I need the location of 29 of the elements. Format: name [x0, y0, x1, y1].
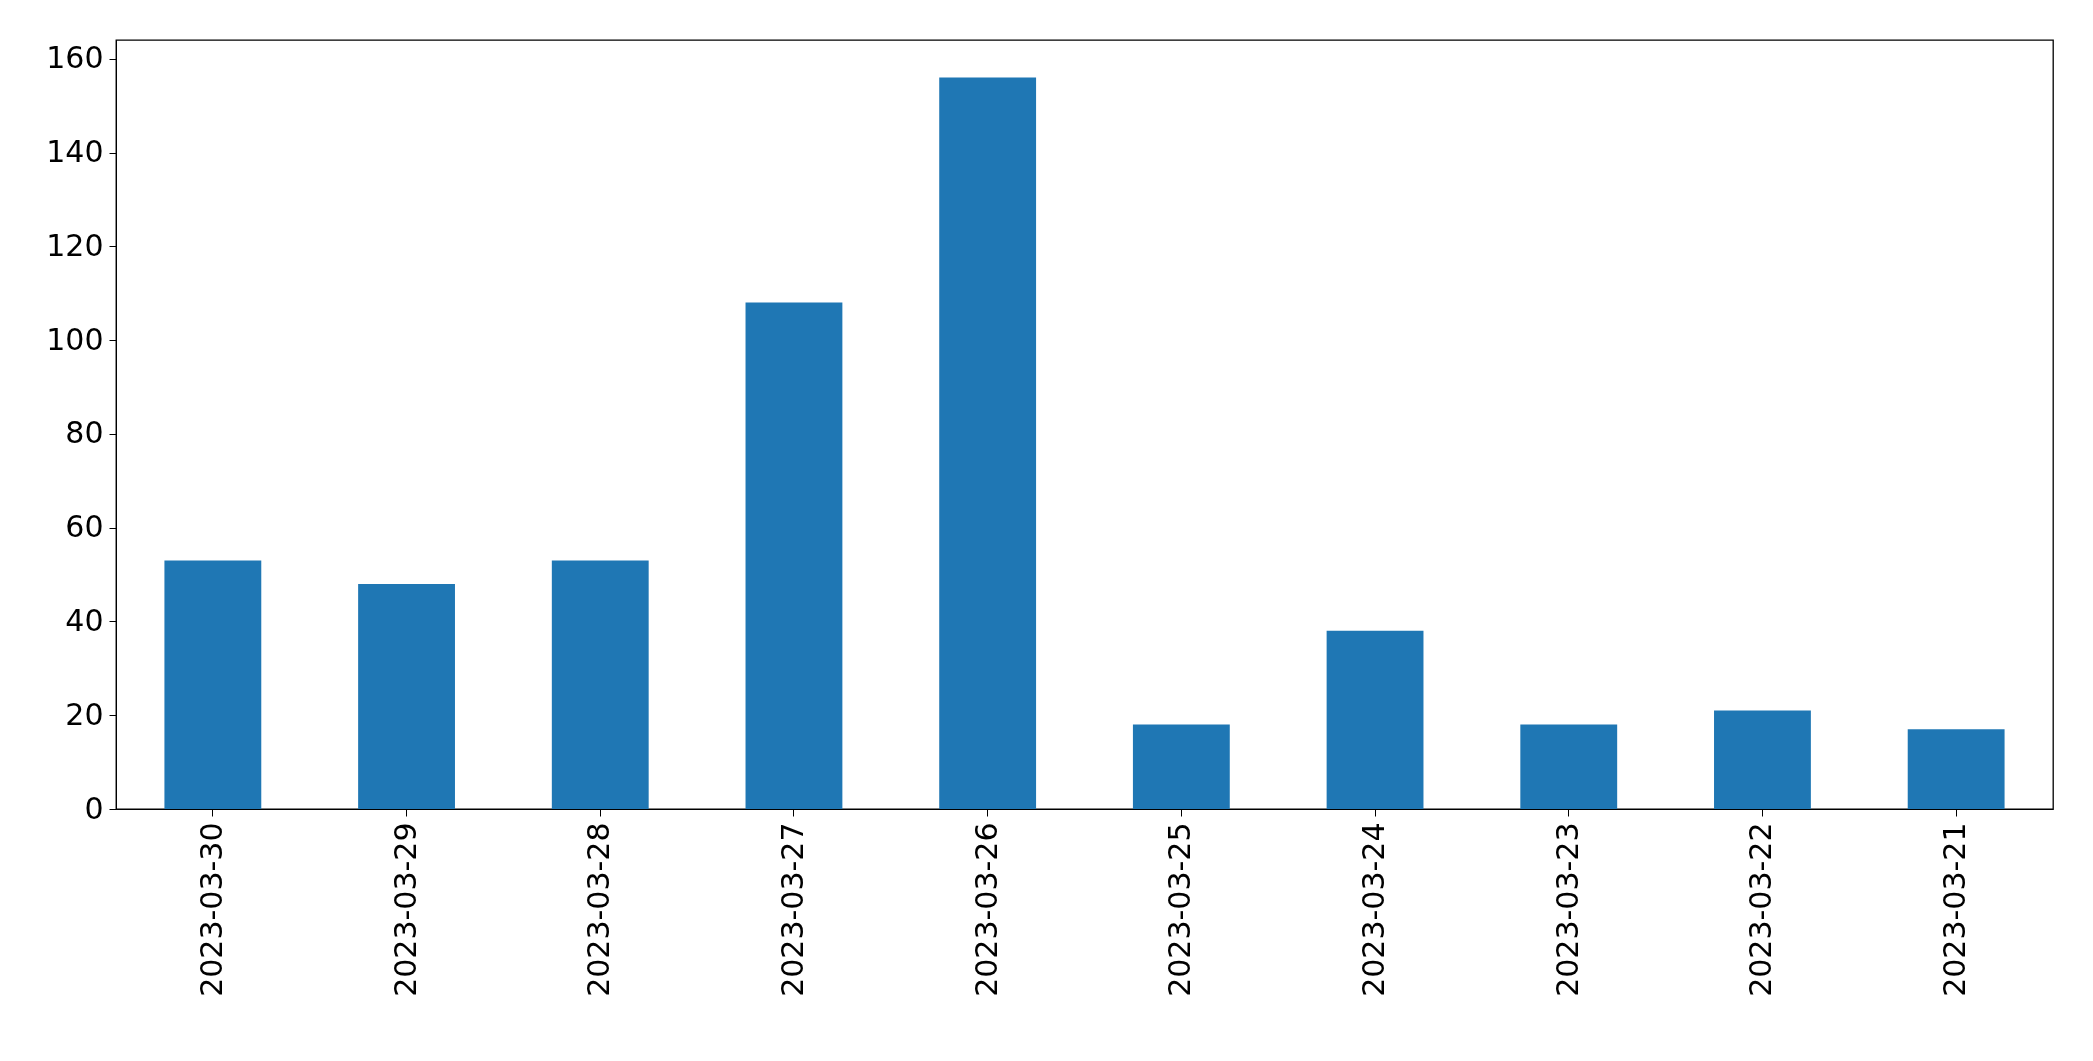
x-tick-label: 2023-03-28 [581, 822, 617, 997]
bar [358, 583, 455, 809]
x-tick-label: 2023-03-29 [387, 822, 423, 997]
bar [164, 560, 262, 809]
y-tick-label: 80 [65, 415, 104, 451]
bar [551, 560, 649, 809]
x-tick-label: 2023-03-26 [968, 822, 1004, 997]
x-tick-label: 2023-03-27 [774, 822, 810, 997]
bar [1907, 729, 2005, 809]
x-tick-label: 2023-03-21 [1937, 822, 1973, 997]
bar [1132, 724, 1230, 809]
x-tick-label: 2023-03-25 [1162, 822, 1198, 997]
bar [939, 77, 1037, 809]
x-tick-label: 2023-03-23 [1549, 822, 1585, 997]
x-tick-label: 2023-03-30 [193, 822, 229, 997]
y-tick-label: 120 [46, 227, 104, 263]
y-tick-label: 0 [84, 790, 104, 826]
y-tick-label: 20 [65, 696, 104, 732]
bar [1714, 710, 1811, 809]
bar [1520, 724, 1618, 809]
x-tick-label: 2023-03-24 [1356, 822, 1392, 997]
y-tick-label: 40 [65, 602, 104, 638]
y-tick-label: 140 [46, 134, 104, 170]
x-tick-label: 2023-03-22 [1743, 822, 1779, 997]
y-tick-label: 60 [65, 509, 104, 545]
y-tick-label: 100 [46, 321, 104, 357]
bar [1326, 630, 1424, 809]
y-tick-label: 160 [46, 40, 104, 76]
bar [745, 302, 843, 809]
